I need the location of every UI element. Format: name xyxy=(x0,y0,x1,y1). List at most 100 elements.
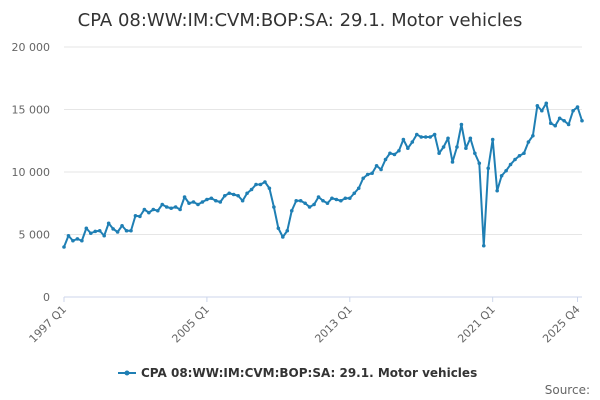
data-point[interactable] xyxy=(504,168,508,173)
data-point[interactable] xyxy=(347,196,352,201)
data-point[interactable] xyxy=(240,198,245,203)
data-point[interactable] xyxy=(339,198,343,203)
data-point[interactable] xyxy=(151,207,156,212)
data-point[interactable] xyxy=(303,201,307,206)
data-point[interactable] xyxy=(88,231,93,236)
data-point[interactable] xyxy=(93,229,98,234)
data-point[interactable] xyxy=(428,135,432,139)
data-point[interactable] xyxy=(276,226,281,231)
data-point[interactable] xyxy=(307,205,312,209)
data-point[interactable] xyxy=(66,233,71,238)
data-point[interactable] xyxy=(388,151,392,156)
data-point[interactable] xyxy=(298,198,303,203)
data-point[interactable] xyxy=(294,198,299,203)
data-point[interactable] xyxy=(410,140,415,144)
data-point[interactable] xyxy=(115,230,120,234)
data-point[interactable] xyxy=(571,108,575,113)
data-point[interactable] xyxy=(133,213,138,218)
data-point[interactable] xyxy=(138,214,142,219)
data-point[interactable] xyxy=(249,187,254,192)
data-point[interactable] xyxy=(196,202,200,207)
data-point[interactable] xyxy=(553,123,558,128)
data-point[interactable] xyxy=(499,173,504,178)
data-point[interactable] xyxy=(214,198,218,203)
data-point[interactable] xyxy=(580,118,584,123)
data-point[interactable] xyxy=(285,228,290,233)
data-point[interactable] xyxy=(419,135,424,139)
data-point[interactable] xyxy=(531,133,535,138)
data-point[interactable] xyxy=(71,238,75,243)
data-point[interactable] xyxy=(575,105,580,109)
data-point[interactable] xyxy=(312,202,316,207)
data-point[interactable] xyxy=(566,122,571,127)
data-point[interactable] xyxy=(495,188,499,193)
data-point[interactable] xyxy=(459,122,464,127)
data-point[interactable] xyxy=(263,180,267,184)
data-point[interactable] xyxy=(120,223,124,228)
data-point[interactable] xyxy=(258,182,263,187)
data-point[interactable] xyxy=(423,135,428,139)
data-point[interactable] xyxy=(490,137,495,142)
data-point[interactable] xyxy=(191,200,196,204)
data-point[interactable] xyxy=(383,157,388,162)
data-point[interactable] xyxy=(164,205,169,209)
data-point[interactable] xyxy=(365,172,370,177)
data-point[interactable] xyxy=(562,118,566,123)
data-point[interactable] xyxy=(325,201,330,206)
data-point[interactable] xyxy=(522,151,526,156)
data-point[interactable] xyxy=(343,196,348,201)
data-point[interactable] xyxy=(535,103,540,108)
data-point[interactable] xyxy=(169,206,173,211)
data-point[interactable] xyxy=(111,227,115,231)
data-point[interactable] xyxy=(468,136,473,141)
data-point[interactable] xyxy=(544,101,549,106)
data-point[interactable] xyxy=(173,205,178,209)
data-point[interactable] xyxy=(80,238,84,243)
data-point[interactable] xyxy=(401,137,406,142)
data-point[interactable] xyxy=(75,237,80,241)
data-point[interactable] xyxy=(200,200,205,204)
data-point[interactable] xyxy=(397,148,401,153)
data-point[interactable] xyxy=(289,208,294,213)
data-point[interactable] xyxy=(513,157,517,162)
data-point[interactable] xyxy=(330,196,334,201)
data-point[interactable] xyxy=(441,145,446,149)
data-point[interactable] xyxy=(508,162,513,167)
data-point[interactable] xyxy=(182,195,187,199)
data-point[interactable] xyxy=(450,160,455,164)
data-point[interactable] xyxy=(557,116,562,121)
data-point[interactable] xyxy=(187,201,191,206)
data-point[interactable] xyxy=(481,243,486,248)
data-point[interactable] xyxy=(517,153,522,158)
data-point[interactable] xyxy=(540,108,544,113)
data-point[interactable] xyxy=(227,191,232,196)
data-point[interactable] xyxy=(281,235,285,239)
data-point[interactable] xyxy=(464,146,468,151)
data-point[interactable] xyxy=(356,186,361,191)
data-point[interactable] xyxy=(316,195,321,199)
data-point[interactable] xyxy=(272,205,276,209)
data-point[interactable] xyxy=(437,151,441,156)
data-point[interactable] xyxy=(370,171,374,176)
data-point[interactable] xyxy=(414,132,419,137)
data-point[interactable] xyxy=(205,197,209,202)
data-point[interactable] xyxy=(352,191,357,196)
data-point[interactable] xyxy=(473,151,477,156)
data-point[interactable] xyxy=(548,121,553,126)
data-point[interactable] xyxy=(102,233,106,238)
data-point[interactable] xyxy=(455,145,459,149)
data-point[interactable] xyxy=(245,191,249,196)
data-point[interactable] xyxy=(374,163,379,168)
data-point[interactable] xyxy=(406,146,410,151)
data-point[interactable] xyxy=(62,245,66,249)
data-point[interactable] xyxy=(254,182,258,187)
data-point[interactable] xyxy=(142,207,147,212)
data-point[interactable] xyxy=(486,166,491,171)
data-point[interactable] xyxy=(361,176,365,181)
data-point[interactable] xyxy=(321,198,325,203)
data-point[interactable] xyxy=(106,221,111,226)
data-point[interactable] xyxy=(129,228,133,233)
data-point[interactable] xyxy=(222,193,227,198)
data-point[interactable] xyxy=(147,210,151,215)
data-point[interactable] xyxy=(379,167,383,172)
